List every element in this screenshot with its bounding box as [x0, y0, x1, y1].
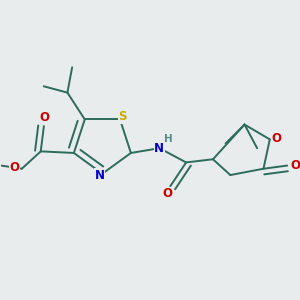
Text: N: N: [154, 142, 164, 155]
Text: O: O: [39, 111, 49, 124]
Text: O: O: [162, 188, 172, 200]
Text: O: O: [10, 161, 20, 174]
Text: N: N: [95, 169, 105, 182]
Text: S: S: [118, 110, 127, 123]
Text: H: H: [164, 134, 173, 144]
Text: O: O: [290, 159, 300, 172]
Text: O: O: [272, 132, 282, 145]
